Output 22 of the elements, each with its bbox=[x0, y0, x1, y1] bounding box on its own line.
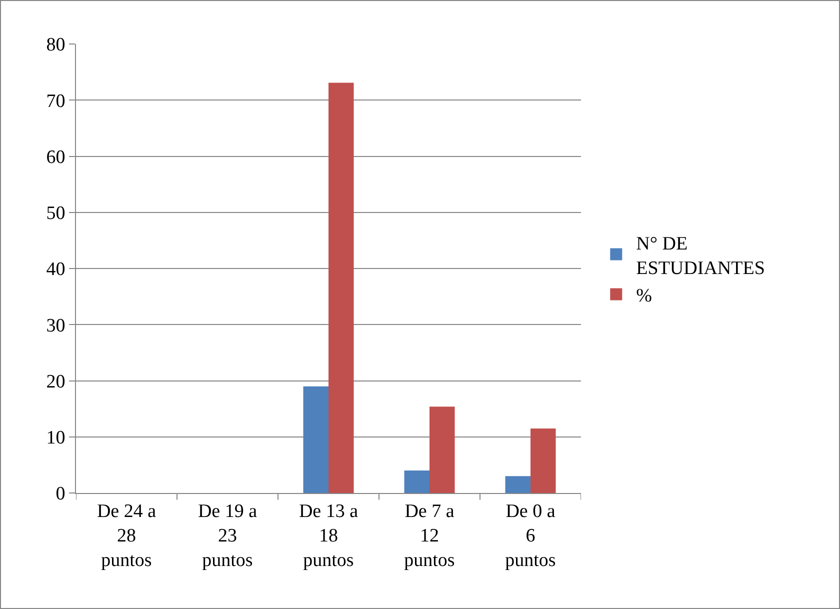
x-tick-label: De 7 a 12 puntos bbox=[404, 500, 455, 572]
bar bbox=[530, 428, 556, 493]
y-tick-label: 10 bbox=[46, 428, 66, 449]
y-tick-label: 60 bbox=[46, 146, 66, 168]
y-tick-label: 30 bbox=[46, 315, 66, 336]
y-tick-label: 70 bbox=[46, 90, 66, 112]
y-tick-label: 40 bbox=[46, 259, 66, 280]
bar bbox=[505, 476, 530, 493]
bar bbox=[430, 406, 455, 493]
x-tick-label: De 19 a 23 puntos bbox=[198, 500, 258, 572]
legend-label: N° DE ESTUDIANTES bbox=[636, 233, 765, 279]
y-tick-label: 80 bbox=[46, 34, 66, 56]
legend-label: % bbox=[636, 286, 652, 307]
bar bbox=[328, 82, 354, 493]
y-tick-label: 20 bbox=[46, 371, 66, 392]
x-tick-label: De 24 a 28 puntos bbox=[96, 500, 157, 572]
bar bbox=[303, 386, 328, 493]
x-tick-label: De 13 a 18 puntos bbox=[298, 500, 359, 572]
bar bbox=[404, 470, 430, 493]
y-tick-label: 0 bbox=[56, 484, 66, 505]
y-tick-label: 50 bbox=[46, 203, 66, 224]
x-tick-label: De 0 a 6 puntos bbox=[505, 500, 556, 572]
